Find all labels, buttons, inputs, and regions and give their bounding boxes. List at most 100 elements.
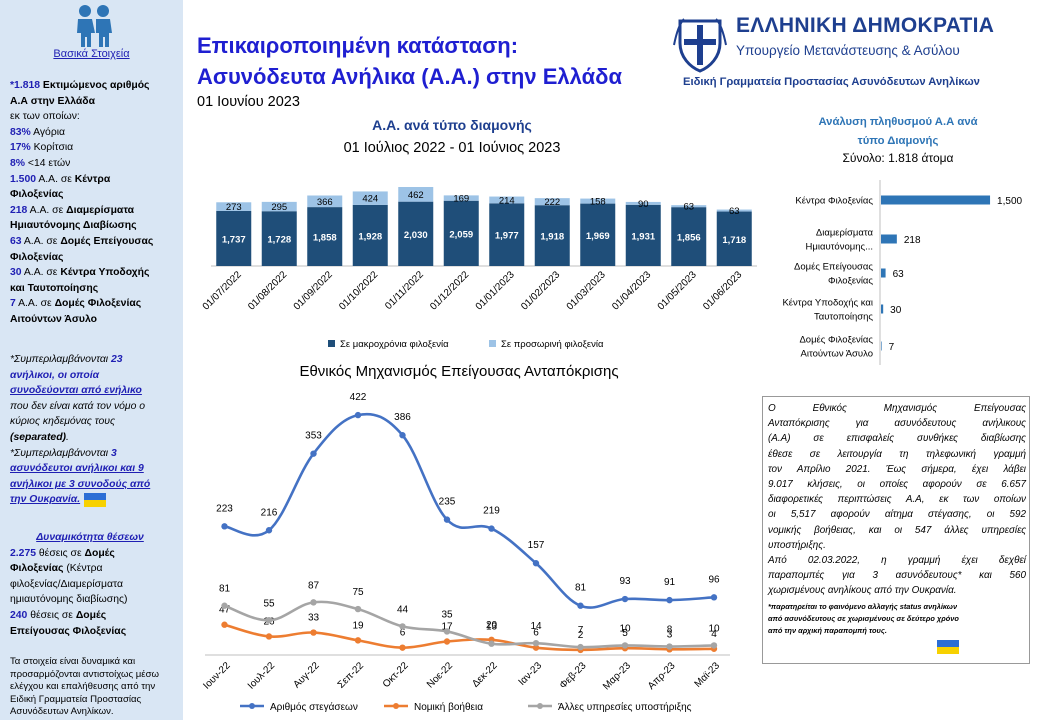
bar-long-term-label: 1,856 — [677, 233, 701, 244]
line-chart-title: Εθνικός Μηχανισμός Επείγουσας Ανταπόκρισ… — [299, 363, 618, 380]
x-tick-label: 01/03/2023 — [565, 269, 608, 312]
hotline-text-line: παραπομπές για 3 ασυνόδευτους* και 560 — [768, 570, 1026, 582]
x-tick-label: 01/02/2023 — [519, 269, 562, 312]
bar-long-term — [580, 203, 616, 266]
key-figures-text: Α.Α. σε — [27, 204, 67, 216]
key-figures-text: και Ταυτοποίησης — [10, 282, 99, 294]
line-housing-point — [310, 450, 317, 457]
bar-long-term — [625, 204, 661, 266]
hotline-text-line: Ανταπόκρισης για ασυνόδευτους ανήλικους — [768, 418, 1026, 430]
line-other-point — [399, 623, 406, 630]
bar-temporary-label: 90 — [638, 199, 649, 210]
gov-name: ΕΛΛΗΝΙΚΗ ΔΗΜΟΚΡΑΤΙΑ — [736, 14, 995, 37]
bar-long-term-label: 1,858 — [313, 233, 337, 244]
key-figures-text: Α.Α. σε — [21, 267, 61, 279]
bar-temporary-label: 273 — [226, 202, 242, 213]
bar-long-term-label: 1,931 — [631, 231, 655, 242]
line-other-point — [310, 599, 317, 606]
bar-long-term — [443, 200, 479, 266]
capacity-text: θέσεις σε — [27, 609, 76, 621]
stacked-chart-title: Α.Α. ανά τύπο διαμονής — [372, 117, 532, 133]
hbar-bar — [881, 268, 886, 278]
legend-swatch-long-term — [328, 340, 335, 347]
line-other-point — [666, 643, 673, 650]
ukraine-flag-icon — [84, 492, 107, 507]
key-figures-number: 30 — [10, 267, 22, 279]
bar-long-term — [489, 203, 525, 266]
line-legal-point — [265, 633, 273, 640]
line-legal — [224, 623, 715, 652]
notes: *Συμπεριλαμβάνονται 23 ανήλικοι, οι οποί… — [10, 352, 178, 508]
line-chart: 2232163534223862352191578193919647263319… — [201, 392, 730, 713]
line-housing-point — [621, 595, 629, 603]
greek-emblem-icon — [673, 18, 727, 73]
children-icon — [77, 5, 112, 47]
line-x-tick-label: Αυγ-22 — [292, 660, 322, 690]
line-housing-legend-label: Αριθμός στεγάσεων — [270, 701, 358, 713]
line-x-tick-label: Νοε-22 — [425, 660, 455, 690]
bar-long-term-label: 1,977 — [495, 231, 519, 242]
page-date: 01 Ιουνίου 2023 — [197, 94, 300, 110]
bar-long-term — [352, 204, 388, 266]
hbar-category-label: Φιλοξενίας — [828, 276, 873, 287]
line-x-tick-label: Οκτ-22 — [381, 660, 411, 690]
bar-long-term-label: 1,728 — [267, 235, 291, 246]
line-legal-label: 19 — [352, 620, 364, 631]
line-x-tick-label: Δεκ-22 — [470, 660, 500, 690]
line-legal-point — [399, 644, 406, 651]
key-figures-text: <14 ετών — [25, 157, 71, 169]
note-number: 3 — [110, 447, 117, 459]
bar-long-term-label: 2,030 — [404, 230, 428, 241]
line-other-label: 87 — [308, 580, 320, 591]
bar-long-term — [261, 211, 297, 266]
legend-temporary: Σε προσωρινή φιλοξενία — [501, 339, 604, 350]
key-figures-text: Κορίτσια — [30, 142, 74, 154]
bar-temporary — [716, 209, 752, 212]
bar-temporary — [443, 195, 479, 201]
disclaimer-text: Ασυνόδευτων Ανηλίκων. — [10, 706, 114, 718]
line-housing-point — [354, 411, 362, 419]
bar-long-term-label: 1,737 — [222, 234, 246, 245]
bar-temporary-label: 295 — [271, 202, 287, 213]
line-housing-label: 219 — [483, 506, 500, 517]
bar-long-term-label: 2,059 — [449, 229, 473, 240]
line-other-point — [265, 617, 273, 624]
stacked-chart-legend: Σε μακροχρόνια φιλοξενία Σε προσωρινή φι… — [328, 339, 604, 350]
note-text: που δεν είναι κατά τον νόμο ο — [10, 400, 146, 412]
bar-temporary-label: 63 — [683, 202, 694, 213]
disclaimer-text: Τα στοιχεία είναι δυναμικά και — [10, 656, 136, 667]
line-housing-point — [399, 432, 406, 439]
bar-temporary — [671, 205, 707, 208]
bar-temporary — [307, 195, 343, 208]
line-housing-point — [488, 525, 495, 532]
line-other-point — [488, 640, 495, 647]
bar-temporary — [534, 198, 570, 206]
line-other-label: 55 — [263, 598, 275, 609]
hotline-text-line: Από 02.03.2022, η γραμμή έχει δεχθεί — [768, 555, 1026, 566]
x-tick-label: 01/12/2022 — [428, 269, 471, 312]
hotline-text-line: έθεσε σε λειτουργία τη τηλεφωνική γραμμή — [768, 448, 1026, 460]
line-legal-label: 4 — [711, 629, 717, 640]
bar-temporary — [489, 196, 525, 204]
bar-long-term-label: 1,928 — [358, 231, 382, 242]
line-other-label: 81 — [219, 584, 231, 595]
line-other-point — [221, 602, 228, 609]
key-figures-text: Κέντρα — [74, 173, 111, 185]
line-legal-label: 6 — [400, 628, 406, 639]
sidebar: Βασικά Στοιχεία *1.818 Εκτιμώμενος αριθμ… — [0, 0, 183, 720]
line-legal-legend-marker — [393, 703, 399, 709]
line-other-point — [577, 643, 584, 651]
bar-temporary-label: 214 — [499, 195, 515, 206]
hotline-info-box: Ο Εθνικός Μηχανισμός Επείγουσας Ανταπόκρι… — [762, 396, 1030, 664]
hbar-bar — [881, 195, 991, 205]
key-figures: *1.818 Εκτιμώμενος αριθμός Α.Α στην Ελλά… — [10, 78, 178, 328]
line-x-tick-label: Μαρ-23 — [601, 660, 633, 692]
line-other-label: 13 — [486, 622, 498, 633]
key-figures-text: Ημιαυτόνομης Διαβίωσης — [10, 220, 137, 232]
line-housing-legend-marker — [249, 703, 255, 709]
hbar-chart-subtitle: Σύνολο: 1.818 άτομα — [843, 151, 954, 165]
hbar-category-label: Δομές Επείγουσας — [794, 262, 873, 273]
line-other-label: 44 — [397, 604, 409, 615]
gov-ministry: Υπουργείο Μετανάστευσης & Ασύλου — [736, 43, 960, 58]
disclaimer-text: ελέγχου και επαλήθευσης από την — [10, 681, 156, 693]
